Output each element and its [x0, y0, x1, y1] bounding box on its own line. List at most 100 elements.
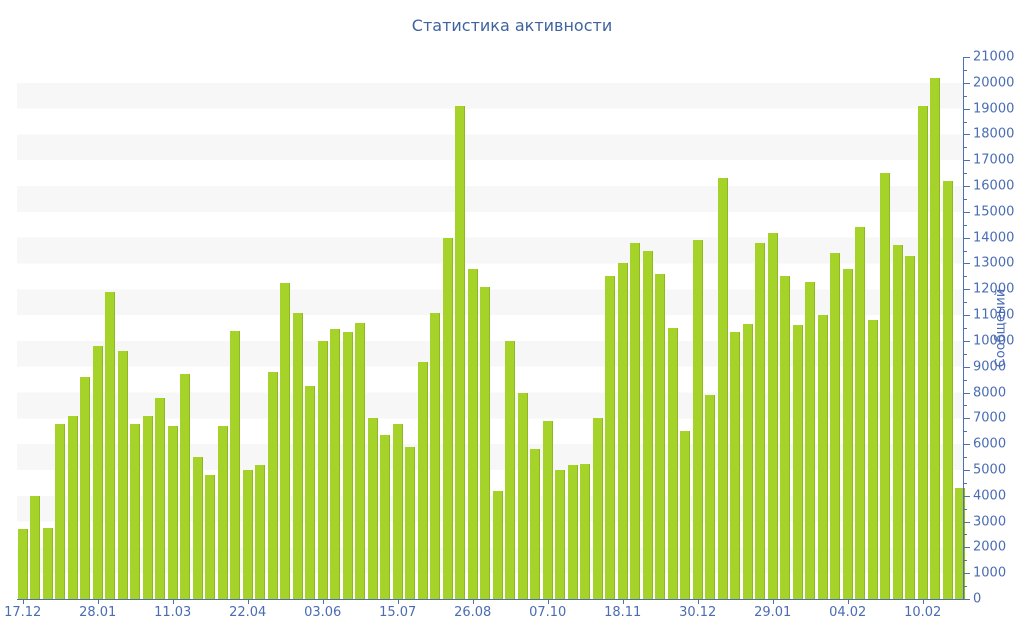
bar[interactable]: [917, 106, 928, 599]
bar[interactable]: [455, 106, 466, 599]
bar[interactable]: [517, 392, 528, 599]
y-tick-label: 5000: [973, 462, 1007, 478]
bar[interactable]: [780, 276, 791, 599]
bar[interactable]: [480, 286, 491, 599]
bar[interactable]: [67, 415, 78, 599]
bar[interactable]: [342, 331, 353, 599]
bar[interactable]: [867, 320, 878, 599]
bar[interactable]: [930, 77, 941, 599]
y-tick: [964, 366, 970, 368]
y-tick: [964, 302, 967, 304]
x-tick-label: 30.12: [679, 605, 717, 620]
bar[interactable]: [367, 418, 378, 599]
bar[interactable]: [392, 423, 403, 599]
bar[interactable]: [430, 312, 441, 599]
bar[interactable]: [242, 469, 253, 599]
bar[interactable]: [30, 495, 41, 599]
bar[interactable]: [880, 173, 891, 599]
bar[interactable]: [105, 291, 116, 599]
bar[interactable]: [17, 529, 28, 599]
bar[interactable]: [505, 340, 516, 599]
bar[interactable]: [705, 395, 716, 599]
y-tick: [964, 289, 970, 291]
bar[interactable]: [692, 240, 703, 599]
bar[interactable]: [55, 423, 66, 599]
bar[interactable]: [267, 371, 278, 599]
bar[interactable]: [842, 268, 853, 599]
bar[interactable]: [767, 232, 778, 599]
bar[interactable]: [555, 469, 566, 599]
x-tick: [472, 600, 474, 604]
y-tick: [964, 547, 970, 549]
bar[interactable]: [567, 464, 578, 599]
bar[interactable]: [167, 426, 178, 599]
bar[interactable]: [605, 276, 616, 599]
bar[interactable]: [330, 329, 341, 599]
bar[interactable]: [467, 268, 478, 599]
y-axis-title: Сообщений: [993, 288, 1009, 368]
bar[interactable]: [317, 340, 328, 599]
bar[interactable]: [755, 242, 766, 599]
bar[interactable]: [180, 374, 191, 599]
bar[interactable]: [680, 431, 691, 599]
bar[interactable]: [217, 426, 228, 599]
bar[interactable]: [830, 253, 841, 599]
y-axis: [963, 57, 964, 600]
x-tick-label: 15.07: [379, 605, 417, 620]
x-tick: [397, 600, 399, 604]
y-tick-label: 14000: [973, 230, 1015, 246]
bar[interactable]: [630, 242, 641, 599]
bar[interactable]: [642, 250, 653, 599]
y-tick: [964, 57, 970, 58]
bar[interactable]: [617, 263, 628, 599]
bar[interactable]: [717, 178, 728, 599]
y-tick: [964, 599, 970, 600]
bar[interactable]: [117, 351, 128, 599]
bar[interactable]: [817, 315, 828, 599]
bar[interactable]: [667, 328, 678, 599]
bar[interactable]: [192, 457, 203, 599]
y-tick: [964, 328, 967, 329]
bar[interactable]: [905, 255, 916, 599]
bar[interactable]: [730, 331, 741, 599]
bar[interactable]: [792, 325, 803, 599]
y-tick: [964, 431, 967, 433]
bar[interactable]: [42, 528, 53, 599]
bar[interactable]: [405, 446, 416, 599]
bar[interactable]: [230, 330, 241, 599]
bar[interactable]: [205, 475, 216, 599]
bar[interactable]: [580, 463, 591, 599]
bar[interactable]: [355, 322, 366, 599]
bar[interactable]: [542, 420, 553, 599]
bar[interactable]: [805, 281, 816, 599]
y-tick: [964, 237, 970, 239]
y-tick: [964, 224, 967, 226]
bar[interactable]: [380, 435, 391, 599]
x-tick: [322, 600, 324, 604]
bar[interactable]: [130, 423, 141, 599]
bar[interactable]: [492, 490, 503, 599]
bar[interactable]: [305, 386, 316, 599]
bar[interactable]: [80, 377, 91, 599]
bar[interactable]: [955, 488, 966, 599]
bar[interactable]: [155, 397, 166, 599]
bar[interactable]: [442, 237, 453, 599]
bar[interactable]: [892, 245, 903, 599]
x-tick: [172, 600, 174, 604]
bar[interactable]: [530, 449, 541, 599]
bar[interactable]: [742, 324, 753, 599]
bar[interactable]: [142, 415, 153, 599]
y-tick-label: 0: [973, 591, 982, 607]
x-tick-label: 22.04: [229, 605, 267, 620]
bar[interactable]: [855, 227, 866, 599]
bar[interactable]: [592, 418, 603, 599]
bar[interactable]: [942, 180, 953, 599]
y-tick: [964, 573, 970, 575]
bar[interactable]: [292, 312, 303, 599]
bar[interactable]: [255, 464, 266, 599]
bar[interactable]: [92, 346, 103, 599]
bar[interactable]: [655, 273, 666, 599]
bar[interactable]: [280, 282, 291, 599]
bar[interactable]: [417, 361, 428, 599]
y-tick: [964, 444, 970, 446]
